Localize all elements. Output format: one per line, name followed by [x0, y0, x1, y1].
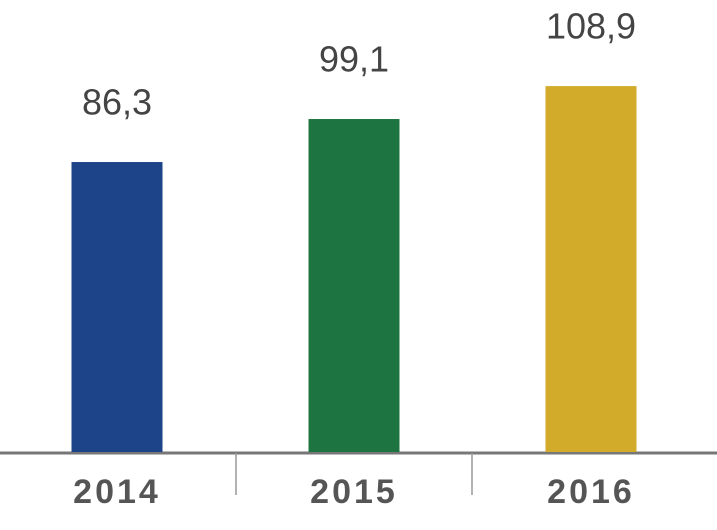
- value-label: 108,9: [546, 6, 636, 47]
- bar: [545, 86, 637, 452]
- value-label: 99,1: [319, 39, 389, 80]
- bar: [71, 162, 163, 453]
- value-label: 86,3: [82, 82, 152, 123]
- bar: [308, 119, 400, 453]
- x-tick-label: 2016: [547, 473, 635, 511]
- x-tick-label: 2015: [310, 473, 398, 511]
- x-tick-label: 2014: [73, 473, 161, 511]
